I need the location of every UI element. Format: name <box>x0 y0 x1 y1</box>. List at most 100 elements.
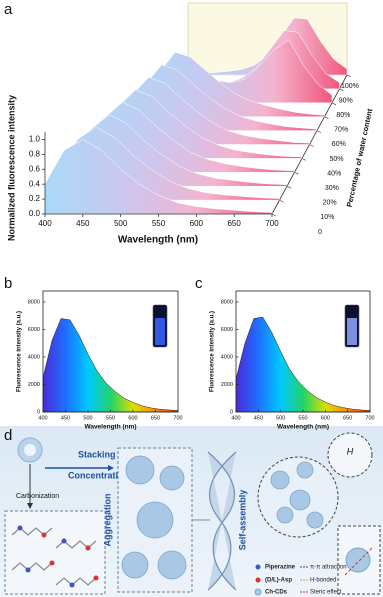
vial-glow <box>155 318 165 345</box>
y-axis-label: Fluorescence intensity (a.u.) <box>210 311 216 392</box>
x-axis-label: Wavelength (nm) <box>84 424 136 431</box>
diagram-text: Self-assembly <box>237 490 247 551</box>
x-tick-label: 550 <box>106 415 115 421</box>
depth-tick <box>294 172 299 175</box>
depth-tick <box>346 74 352 78</box>
depth-tick-label: 50% <box>330 156 344 163</box>
legend-text: Ch-CDs <box>265 590 288 596</box>
vial-glow <box>347 318 357 345</box>
x-tick-label: 500 <box>276 415 285 421</box>
legend-text: π-π attraction <box>310 565 347 571</box>
x-tick-label: 700 <box>173 415 182 421</box>
x-tick-label: 600 <box>190 219 204 228</box>
x-tick-label: 550 <box>298 415 307 421</box>
y-tick-label: 4000 <box>28 354 40 360</box>
depth-tick-label: 100% <box>341 83 359 90</box>
depth-tick-label: 40% <box>327 170 341 177</box>
depth-tick <box>286 185 292 189</box>
y-tick-label: 0.6 <box>29 164 41 173</box>
diagram-text: Aggregation <box>102 494 112 547</box>
depth-tick-label: 0 <box>318 229 322 236</box>
x-tick-label: 450 <box>254 415 263 421</box>
x-tick-label: 400 <box>38 415 47 421</box>
legend-text: H-bonded <box>310 578 336 584</box>
panel-label: d <box>4 427 12 444</box>
panel-label: c <box>195 275 203 292</box>
legend-text: (D/L)-Asp <box>265 578 292 584</box>
z-axis-label: Percentage of water content <box>345 107 375 208</box>
depth-tick <box>271 213 277 217</box>
y-tick-label: 8000 <box>28 299 40 305</box>
spectrum <box>44 139 273 215</box>
y-tick-label: 2000 <box>28 382 40 388</box>
diagram: d Stacking Concentration Carbonization A… <box>0 426 383 597</box>
x-tick-label: 700 <box>365 415 374 421</box>
y-tick-label: 4000 <box>221 354 233 360</box>
y-tick-label: 0.2 <box>29 194 41 203</box>
atoms <box>17 525 99 588</box>
diagram-text: Carbonization <box>16 493 59 500</box>
x-tick-label: 550 <box>152 219 166 228</box>
depth-tick <box>339 88 344 92</box>
panel-label: a <box>4 1 13 18</box>
diagram-text: H <box>347 446 354 456</box>
zoom-circle <box>327 432 373 478</box>
depth-tick <box>316 130 322 133</box>
depth-tick-label: 20% <box>323 200 337 207</box>
depth-tick-label: 10% <box>320 214 334 221</box>
x-tick-label: 600 <box>128 415 137 421</box>
depth-tick-label: 90% <box>339 97 353 104</box>
legend-text: Steric effect <box>310 590 342 596</box>
molecule-box <box>4 510 106 595</box>
spectrum-area <box>42 318 179 413</box>
panel-label: b <box>4 275 12 292</box>
diagram-text: Stacking <box>78 449 116 459</box>
legend: Piperazine (D/L)-Asp Ch-CDs π-π attracti… <box>254 564 347 596</box>
depth-tick <box>279 199 284 203</box>
depth-tick-label: 70% <box>334 127 348 134</box>
arrow-head <box>27 503 33 509</box>
y-tick-label: 1.0 <box>29 135 41 144</box>
y-tick-label: 0.0 <box>29 209 41 218</box>
spectrum-area <box>235 316 371 413</box>
x-tick-label: 650 <box>227 219 241 228</box>
y-axis-label: Fluorescence intensity (a.u.) <box>17 311 23 392</box>
y-tick-label: 0 <box>37 409 40 415</box>
x-axis-label: Wavelength (nm) <box>277 424 329 431</box>
depth-tick <box>301 158 307 161</box>
cluster <box>345 547 371 573</box>
x-tick-label: 700 <box>265 219 279 228</box>
x-tick-label: 400 <box>231 415 240 421</box>
y-tick-label: 2000 <box>221 382 233 388</box>
y-tick-label: 0.8 <box>29 149 41 158</box>
y-tick-label: 8000 <box>221 299 233 305</box>
depth-tick-label: 60% <box>332 141 346 148</box>
clusters <box>270 461 324 529</box>
legend-icon <box>255 577 261 583</box>
depth-tick <box>331 102 337 106</box>
steric-line <box>344 547 373 576</box>
y-tick-label: 0.4 <box>29 179 41 188</box>
x-tick-label: 500 <box>83 415 92 421</box>
y-tick-label: 6000 <box>221 327 233 333</box>
helix <box>207 451 237 591</box>
legend-icon <box>254 588 262 596</box>
y-tick-label: 6000 <box>28 327 40 333</box>
x-tick-label: 450 <box>61 415 70 421</box>
y-axis-label: Normalized fluorescence intensity <box>6 95 16 241</box>
x-tick-label: 650 <box>343 415 352 421</box>
x-tick-label: 600 <box>321 415 330 421</box>
y-tick-label: 0 <box>230 409 233 415</box>
depth-tick-label: 80% <box>336 112 350 119</box>
legend-icon <box>255 564 261 570</box>
x-tick-label: 500 <box>114 219 128 228</box>
depth-tick <box>324 116 329 119</box>
x-tick-label: 450 <box>76 219 90 228</box>
diagram-text: Concentration <box>68 470 129 480</box>
legend-text: Piperazine <box>265 565 296 571</box>
arrow-head <box>108 465 114 471</box>
clusters <box>121 455 187 580</box>
x-axis-label: Wavelength (nm) <box>118 235 198 246</box>
depth-tick-label: 30% <box>325 185 339 192</box>
